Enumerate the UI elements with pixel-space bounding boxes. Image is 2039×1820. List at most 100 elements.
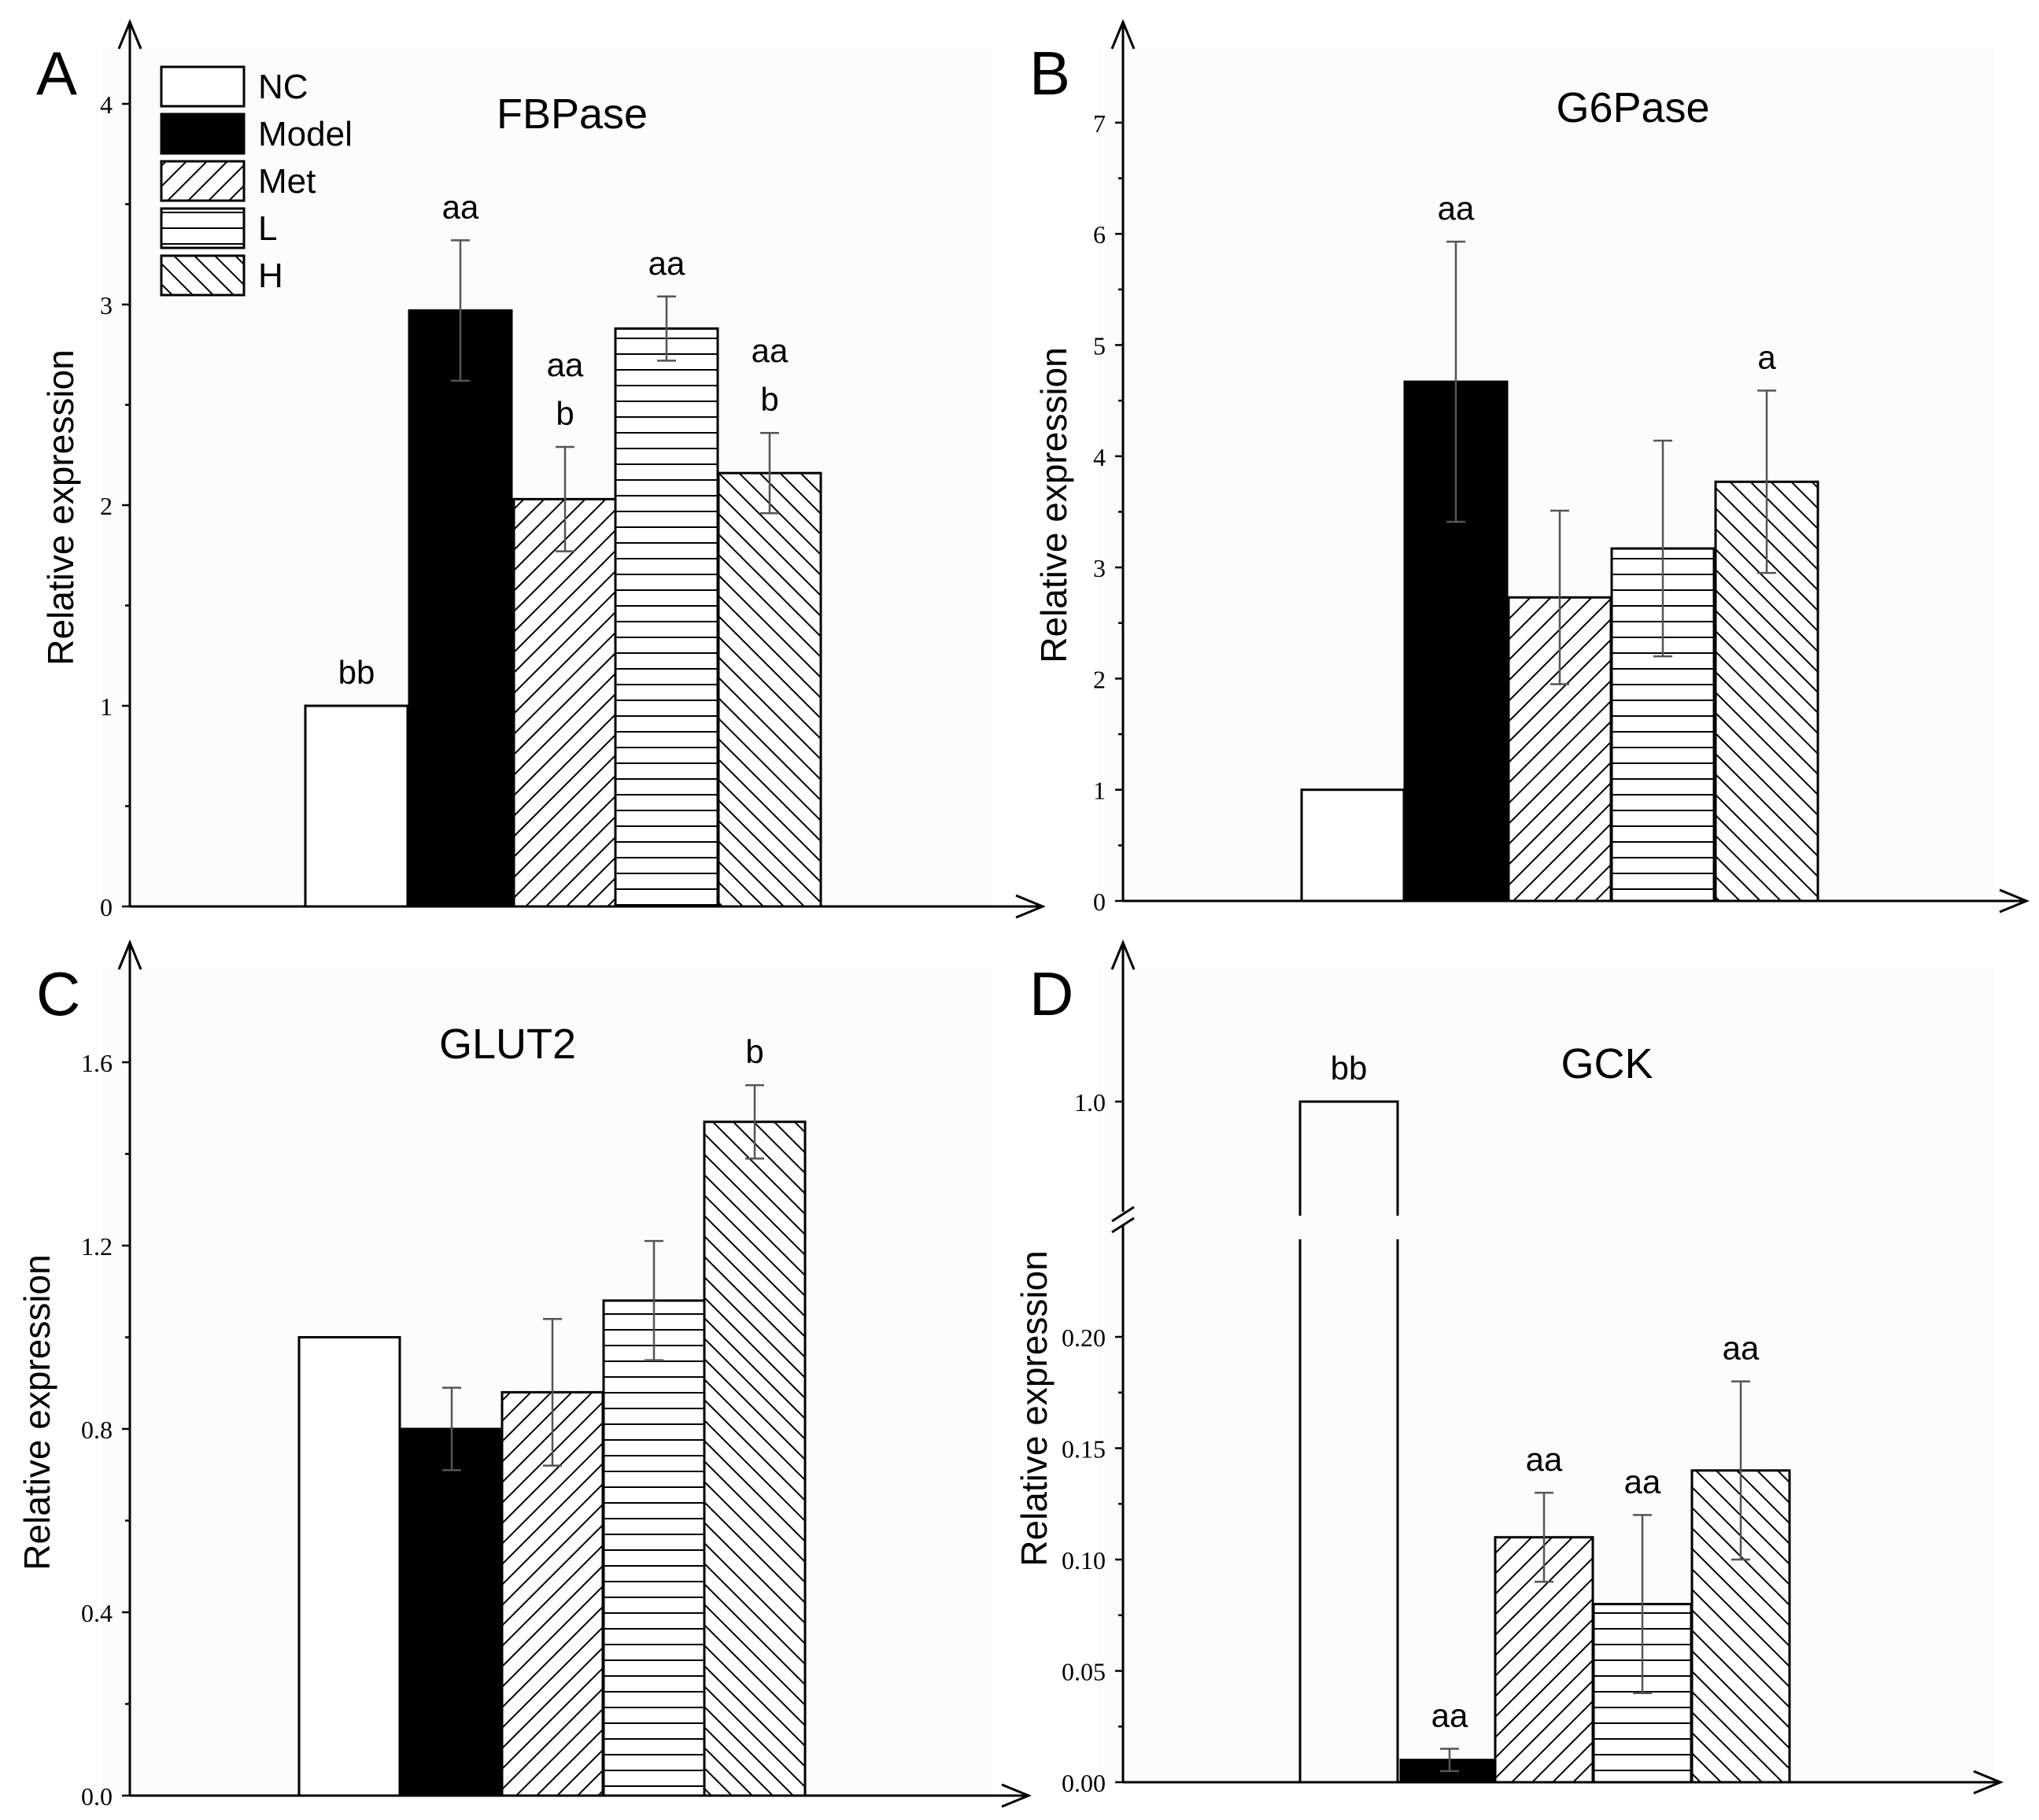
significance-label: aa (1526, 1441, 1563, 1478)
significance-label: a (1757, 338, 1776, 375)
bars (304, 309, 822, 908)
y-tick-label: 0.00 (1062, 1769, 1106, 1797)
significance-label: bb (1331, 1050, 1368, 1087)
y-axis-label: Relative expression (1014, 1250, 1055, 1566)
bar-NC-upper (1298, 1100, 1399, 1216)
y-ticks: 0.0 0.4 0.8 1.2 1.6 (81, 1049, 130, 1811)
legend-swatch (160, 65, 246, 108)
y-tick-label: 0.8 (81, 1416, 113, 1444)
y-tick-label: 0.15 (1062, 1435, 1106, 1464)
legend-item-model: Model (160, 113, 353, 155)
y-axis-label: Relative expression (17, 1254, 57, 1570)
y-tick-label: 1.0 (1074, 1088, 1106, 1117)
y-tick-label: 1 (1093, 777, 1106, 805)
significance-label: b (760, 381, 778, 418)
chart-title: GCK (1561, 1040, 1653, 1087)
panel-c-label: C (36, 959, 80, 1028)
error-bars (442, 1084, 764, 1471)
y-tick-label: 0.20 (1062, 1323, 1106, 1352)
y-axis-label: Relative expression (40, 349, 81, 665)
legend-label: NC (258, 68, 308, 106)
legend-item-nc: NC (160, 65, 308, 108)
y-axis-label: Relative expression (1033, 347, 1074, 663)
legend-label: L (258, 209, 277, 248)
y-ticks: 0.00 0.05 0.10 0.15 0.20 1.0 (1062, 1088, 1123, 1797)
panel-b-label: B (1029, 39, 1070, 108)
chart-title: GLUT2 (439, 1021, 576, 1068)
error-bars (1446, 240, 1776, 685)
significance-labels: bb aa b aa aa b aa (338, 188, 789, 691)
bar-NC (297, 1336, 401, 1797)
axis-break-mark (1111, 1205, 1135, 1234)
bar-NC (304, 704, 409, 908)
bar-H (703, 1120, 807, 1797)
significance-label: aa (752, 332, 789, 369)
significance-label: aa (442, 188, 479, 225)
significance-label: aa (1723, 1330, 1760, 1367)
bar-L (614, 327, 719, 908)
y-tick-label: 5 (1093, 332, 1106, 360)
x-axis-arrow (1973, 1770, 2004, 1795)
error-bars (451, 239, 779, 552)
significance-labels: aaa (1438, 190, 1777, 375)
y-tick-label: 0.0 (81, 1782, 113, 1811)
x-axis-arrow (1999, 888, 2030, 914)
significance-label: aa (1438, 190, 1475, 227)
panel-a-label: A (36, 39, 77, 108)
y-tick-label: 6 (1093, 220, 1106, 249)
legend-item-met: Met (160, 160, 316, 202)
bar-L (602, 1299, 706, 1797)
legend-swatch (160, 113, 246, 155)
y-axis-arrow (117, 19, 142, 50)
x-axis-arrow (1015, 894, 1046, 919)
error-bars (1440, 1380, 1750, 1773)
y-tick-label: 1.2 (81, 1232, 113, 1261)
legend: NC Model Met LH (160, 65, 353, 297)
y-tick-label: 1 (100, 692, 113, 721)
bar-Model (408, 309, 513, 908)
y-tick-label: 0 (100, 893, 113, 921)
panel-d-gck-chart: D GCK Relative expression 0.000.050.100.… (1014, 940, 2004, 1797)
legend-swatch (160, 160, 246, 202)
significance-label: b (745, 1033, 763, 1070)
y-ticks: 0 1 2 3 4 5 6 7 (1093, 109, 1123, 916)
y-ticks: 0 1 2 3 4 (100, 90, 130, 921)
y-tick-label: 0.05 (1062, 1658, 1106, 1686)
chart-title: G6Pase (1556, 84, 1709, 131)
legend-label: H (258, 257, 283, 295)
panel-c-glut2-chart: C GLUT2 Relative expression 0.0 0.4 0.8 1.2… (17, 940, 1032, 1811)
y-tick-label: 1.6 (81, 1049, 113, 1077)
bar-NC (1298, 1239, 1399, 1782)
legend-swatch (160, 207, 246, 249)
y-tick-label: 7 (1093, 109, 1106, 138)
y-tick-label: 2 (1093, 665, 1106, 693)
bars (297, 1120, 807, 1797)
significance-label: aa (648, 245, 685, 282)
legend-label: Met (258, 162, 316, 201)
y-tick-label: 3 (100, 291, 113, 319)
y-tick-label: 4 (100, 90, 113, 119)
y-tick-label: 4 (1093, 443, 1106, 471)
significance-label: bb (338, 654, 375, 691)
significance-label: b (556, 395, 574, 432)
bar-Met (512, 497, 618, 908)
y-axis-arrow (1110, 19, 1136, 50)
y-tick-label: 2 (100, 492, 113, 520)
y-tick-label: 3 (1093, 554, 1106, 582)
significance-labels: b (745, 1033, 763, 1070)
y-axis-arrow (1110, 940, 1136, 970)
bar-H (717, 471, 822, 908)
legend-item-l: L (160, 207, 277, 249)
x-axis-arrow (1001, 1783, 1032, 1808)
bar-Model (400, 1427, 504, 1797)
significance-label: aa (547, 346, 584, 383)
bar-NC (1300, 788, 1406, 903)
y-tick-label: 0 (1093, 888, 1106, 916)
y-axis-arrow (117, 940, 142, 970)
significance-labels: bb aa aa aa aa (1331, 1050, 1760, 1734)
legend-swatch (160, 254, 246, 297)
chart-title: FBPase (497, 90, 648, 138)
